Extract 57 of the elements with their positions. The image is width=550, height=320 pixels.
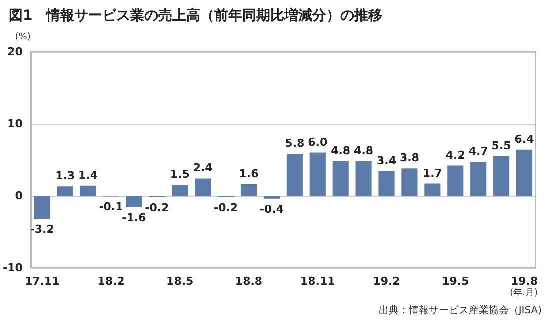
data-label: 1.3	[56, 170, 76, 183]
x-tick-label: 19.5	[442, 275, 470, 288]
source-note: 出典：情報サービス産業協会（JISA)	[378, 304, 542, 316]
x-tick-label: 18.8	[235, 275, 263, 288]
bar	[195, 178, 212, 196]
bar	[126, 196, 142, 208]
bar	[264, 196, 280, 199]
bar	[240, 184, 258, 196]
bar	[80, 186, 96, 196]
y-tick-label: -10	[3, 262, 24, 274]
bar	[172, 185, 188, 196]
data-label: 3.4	[377, 154, 397, 168]
x-tick-label: 19.8	[510, 275, 538, 288]
chart-title: 図1 情報サービス業の売上高（前年同期比増減分）の推移	[9, 7, 383, 24]
data-label: -0.4	[260, 202, 284, 216]
x-tick-label: 19.2	[373, 275, 400, 288]
x-tick-label: 18.5	[166, 275, 194, 288]
bar	[286, 154, 303, 196]
data-label: 1.5	[170, 168, 190, 182]
data-label: 2.4	[193, 162, 214, 175]
bar	[34, 196, 50, 220]
bar	[378, 172, 395, 196]
bar	[310, 152, 326, 196]
data-label: 6.4	[514, 132, 535, 146]
bar	[402, 168, 418, 196]
data-label: 5.8	[285, 137, 305, 150]
y-axis-title: (%)	[15, 32, 31, 42]
data-label: -0.1	[99, 200, 124, 214]
data-label: 5.5	[492, 139, 512, 152]
data-label: -0.2	[214, 201, 238, 214]
x-tick-label: 17.11	[24, 275, 60, 288]
data-label: 1.4	[78, 168, 98, 182]
data-label: 3.8	[400, 152, 420, 165]
data-label: 1.6	[239, 167, 260, 180]
data-label: 6.0	[308, 136, 328, 149]
bar	[356, 161, 372, 196]
bar	[516, 150, 533, 196]
bar	[448, 166, 464, 196]
y-tick-label: 0	[15, 190, 24, 202]
data-label: 4.8	[354, 144, 374, 158]
x-tick-label: 18.2	[98, 275, 125, 288]
bar	[470, 162, 487, 196]
data-label: 4.2	[446, 148, 466, 162]
y-tick-label: 10	[8, 118, 24, 130]
bar	[57, 186, 74, 196]
data-label: 1.7	[422, 166, 442, 180]
data-label: 4.8	[331, 144, 351, 158]
data-label: 4.7	[468, 145, 488, 158]
x-axis-title: (年.月)	[510, 288, 538, 298]
data-label: -3.2	[30, 223, 54, 236]
data-label: -1.6	[122, 212, 147, 225]
x-tick-label: 18.11	[300, 275, 336, 288]
data-label: -0.2	[145, 201, 170, 214]
bar	[424, 184, 441, 196]
y-tick-label: 20	[8, 46, 24, 58]
bar	[494, 156, 510, 196]
bar	[332, 161, 349, 196]
